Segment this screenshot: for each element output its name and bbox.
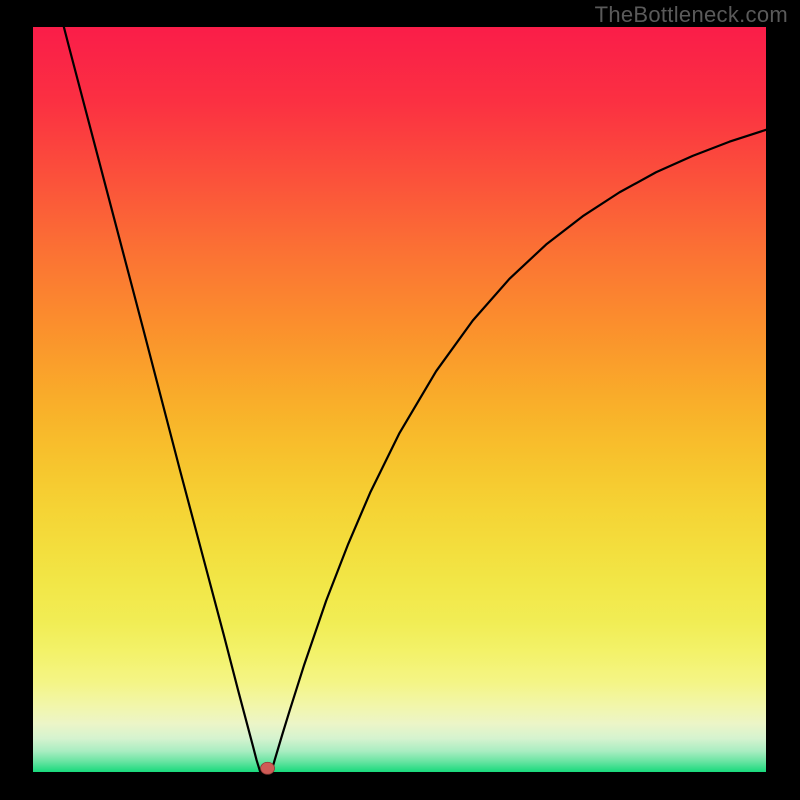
sweet-spot-marker — [261, 762, 275, 774]
plot-background — [33, 27, 766, 772]
bottleneck-chart — [0, 0, 800, 800]
chart-container: TheBottleneck.com — [0, 0, 800, 800]
watermark-text: TheBottleneck.com — [595, 2, 788, 28]
